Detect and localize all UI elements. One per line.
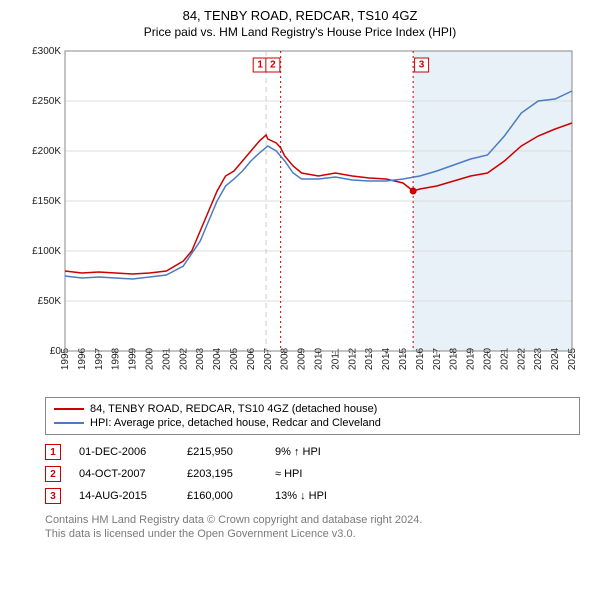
event-date: 04-OCT-2007	[79, 468, 169, 480]
event-date: 14-AUG-2015	[79, 490, 169, 502]
event-row: 3 14-AUG-2015 £160,000 13% ↓ HPI	[45, 485, 580, 507]
footer-line: Contains HM Land Registry data © Crown c…	[45, 513, 580, 527]
legend-label: 84, TENBY ROAD, REDCAR, TS10 4GZ (detach…	[90, 403, 377, 415]
chart-plot: £0£50K£100K£150K£200K£250K£300K199519961…	[20, 43, 580, 393]
svg-text:£50K: £50K	[38, 296, 62, 307]
legend-swatch	[54, 422, 84, 424]
svg-text:1: 1	[257, 60, 263, 71]
event-price: £160,000	[187, 490, 257, 502]
svg-text:£300K: £300K	[32, 46, 61, 57]
event-marker-icon: 1	[45, 444, 61, 460]
event-delta: 9% ↑ HPI	[275, 446, 365, 458]
event-marker-icon: 2	[45, 466, 61, 482]
chart-subtitle: Price paid vs. HM Land Registry's House …	[0, 23, 600, 43]
event-table: 1 01-DEC-2006 £215,950 9% ↑ HPI 2 04-OCT…	[45, 441, 580, 507]
event-price: £203,195	[187, 468, 257, 480]
event-row: 1 01-DEC-2006 £215,950 9% ↑ HPI	[45, 441, 580, 463]
event-delta: ≈ HPI	[275, 468, 365, 480]
legend-label: HPI: Average price, detached house, Redc…	[90, 417, 381, 429]
svg-text:£200K: £200K	[32, 146, 61, 157]
legend: 84, TENBY ROAD, REDCAR, TS10 4GZ (detach…	[45, 397, 580, 435]
event-marker-icon: 3	[45, 488, 61, 504]
svg-text:£150K: £150K	[32, 196, 61, 207]
footer: Contains HM Land Registry data © Crown c…	[45, 513, 580, 542]
event-price: £215,950	[187, 446, 257, 458]
legend-item: HPI: Average price, detached house, Redc…	[54, 416, 571, 430]
legend-item: 84, TENBY ROAD, REDCAR, TS10 4GZ (detach…	[54, 402, 571, 416]
chart-title: 84, TENBY ROAD, REDCAR, TS10 4GZ	[0, 0, 600, 23]
event-date: 01-DEC-2006	[79, 446, 169, 458]
svg-text:2: 2	[270, 60, 276, 71]
event-row: 2 04-OCT-2007 £203,195 ≈ HPI	[45, 463, 580, 485]
legend-swatch	[54, 408, 84, 410]
chart-svg: £0£50K£100K£150K£200K£250K£300K199519961…	[20, 43, 580, 393]
svg-text:£250K: £250K	[32, 96, 61, 107]
svg-text:£100K: £100K	[32, 246, 61, 257]
svg-text:3: 3	[419, 60, 425, 71]
footer-line: This data is licensed under the Open Gov…	[45, 527, 580, 541]
chart-container: 84, TENBY ROAD, REDCAR, TS10 4GZ Price p…	[0, 0, 600, 590]
event-delta: 13% ↓ HPI	[275, 490, 365, 502]
